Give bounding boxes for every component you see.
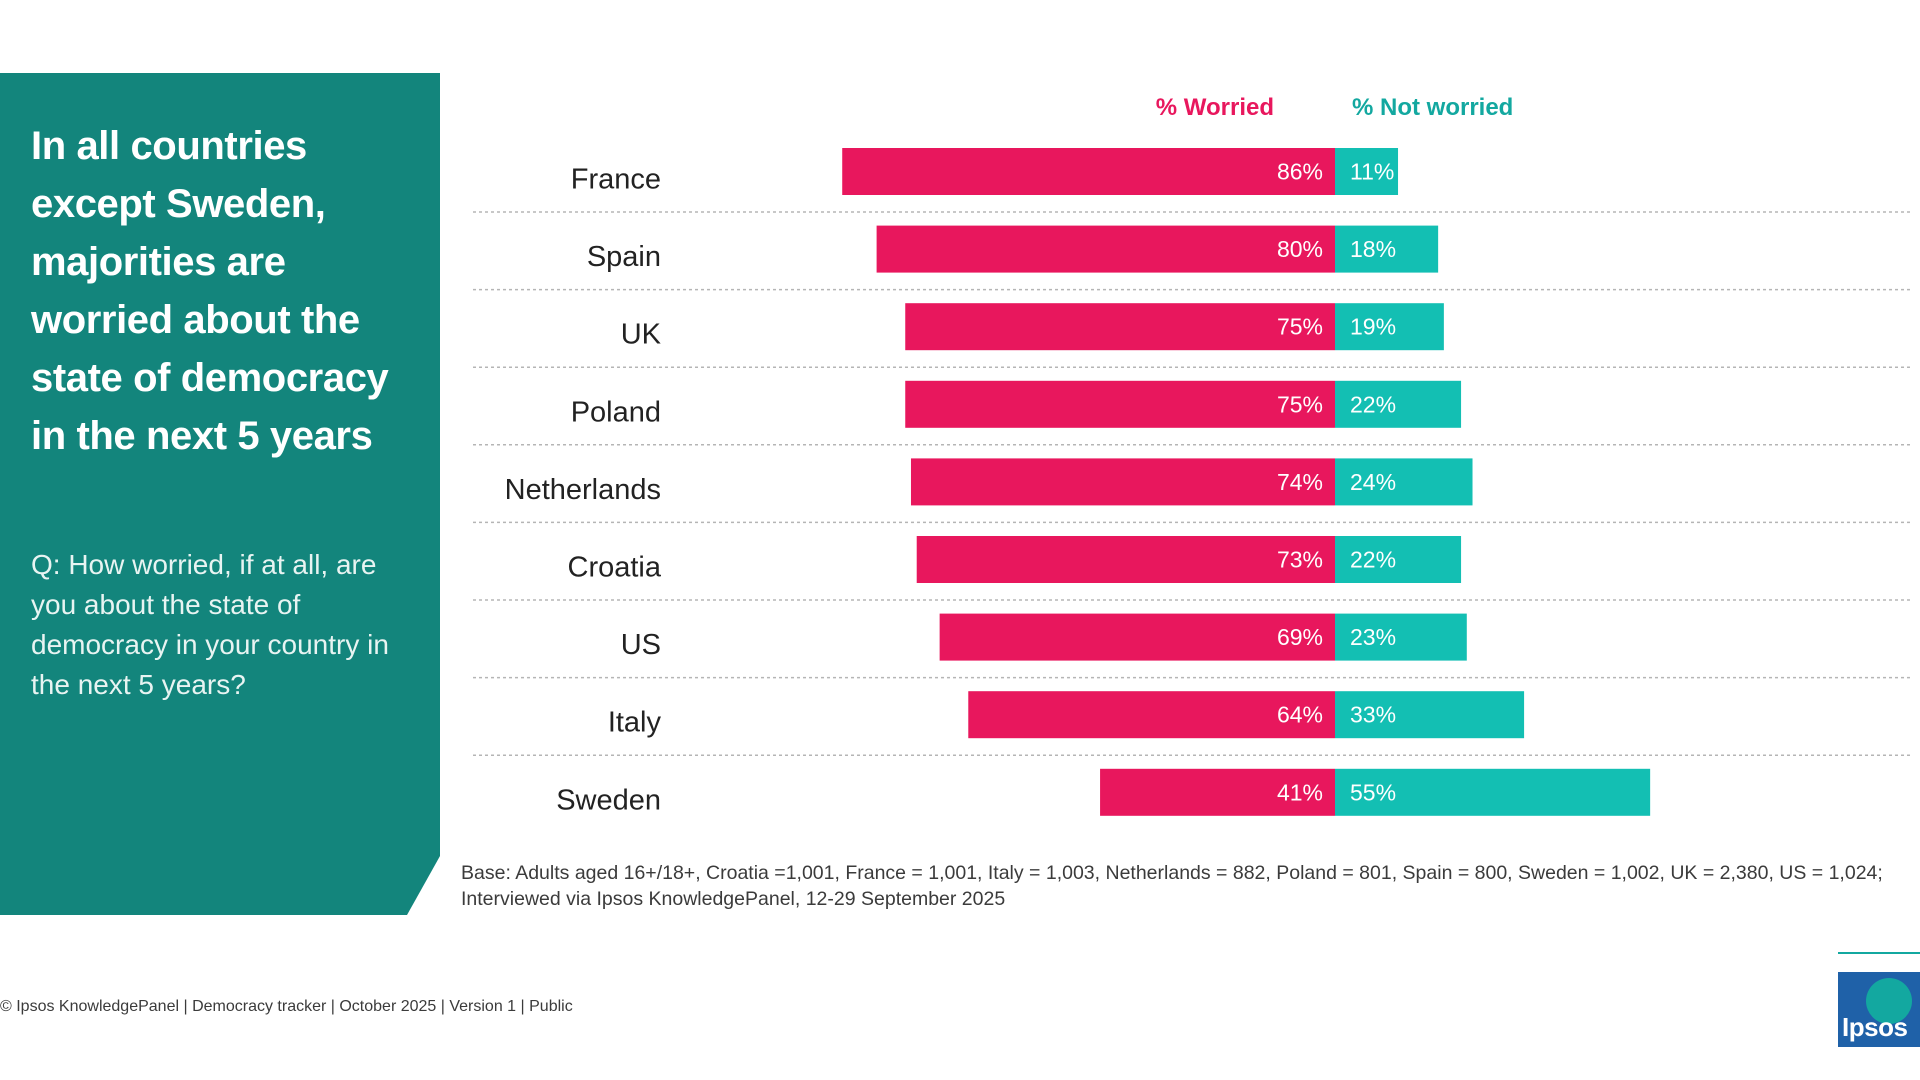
bar-worried-us (939, 613, 1335, 661)
ipsos-logo: Ipsos (1838, 972, 1920, 1047)
label-worried-poland: 75% (1277, 391, 1323, 417)
category-label-italy: Italy (608, 707, 662, 739)
category-label-poland: Poland (571, 396, 661, 428)
bar-not-worried-italy (1335, 691, 1525, 739)
category-label-sweden: Sweden (556, 784, 661, 816)
label-worried-uk: 75% (1277, 314, 1323, 340)
category-label-france: France (571, 164, 661, 196)
label-worried-croatia: 73% (1277, 547, 1323, 573)
legend-worried: % Worried (1155, 94, 1274, 121)
label-worried-spain: 80% (1277, 236, 1323, 262)
label-worried-netherlands: 74% (1277, 469, 1323, 495)
label-not-worried-france: 11% (1350, 159, 1394, 185)
bar-not-worried-netherlands (1335, 458, 1473, 506)
bar-not-worried-sweden (1335, 768, 1651, 816)
bar-not-worried-croatia (1335, 536, 1462, 583)
logo-text: Ipsos (1842, 1012, 1908, 1042)
bar-not-worried-uk (1335, 303, 1444, 351)
category-label-croatia: Croatia (568, 552, 662, 584)
logo-arc-shape (1866, 978, 1912, 1024)
label-worried-sweden: 41% (1277, 779, 1323, 805)
bar-worried-italy (968, 691, 1335, 739)
bar-worried-uk (905, 303, 1335, 351)
footer-text: © Ipsos KnowledgePanel | Democracy track… (0, 998, 573, 1015)
category-label-us: US (621, 629, 661, 661)
label-not-worried-netherlands: 24% (1350, 469, 1396, 495)
headline-panel (0, 73, 440, 915)
bar-worried-netherlands (910, 458, 1335, 506)
base-note-line-2: Interviewed via Ipsos KnowledgePanel, 12… (461, 888, 1006, 910)
label-not-worried-spain: 18% (1350, 236, 1396, 262)
label-not-worried-us: 23% (1350, 624, 1396, 650)
category-label-uk: UK (621, 319, 662, 351)
bar-worried-france (842, 148, 1335, 195)
label-worried-us: 69% (1277, 624, 1323, 650)
bar-not-worried-france (1335, 148, 1399, 195)
diverging-bar-chart: 86% 11% France 80% 18% Spain 75% 19% UK 75% 22% Pol… (473, 148, 1910, 816)
panel-title: In all countries except Sweden, majoriti… (31, 124, 389, 458)
label-worried-france: 86% (1277, 159, 1323, 185)
bar-not-worried-us (1335, 613, 1467, 661)
label-not-worried-italy: 33% (1350, 702, 1396, 728)
panel-question: Q: How worried, if at all, are you about… (31, 549, 389, 700)
label-not-worried-uk: 19% (1350, 314, 1396, 340)
legend-not-worried: % Not worried (1352, 94, 1514, 121)
label-not-worried-sweden: 55% (1350, 779, 1396, 805)
logo-divider (1838, 952, 1920, 954)
label-not-worried-croatia: 22% (1350, 547, 1396, 573)
bar-not-worried-spain (1335, 225, 1439, 273)
bar-worried-poland (905, 380, 1335, 428)
bar-worried-croatia (916, 536, 1335, 583)
bar-worried-sweden (1100, 768, 1335, 816)
bar-not-worried-poland (1335, 380, 1462, 428)
base-note-line-1: Base: Adults aged 16+/18+, Croatia =1,00… (461, 862, 1883, 884)
label-worried-italy: 64% (1277, 702, 1323, 728)
bar-worried-spain (876, 225, 1335, 273)
category-label-netherlands: Netherlands (505, 474, 661, 506)
category-label-spain: Spain (587, 241, 661, 273)
label-not-worried-poland: 22% (1350, 391, 1396, 417)
base-note: Base: Adults aged 16+/18+, Croatia =1,00… (461, 860, 1901, 912)
